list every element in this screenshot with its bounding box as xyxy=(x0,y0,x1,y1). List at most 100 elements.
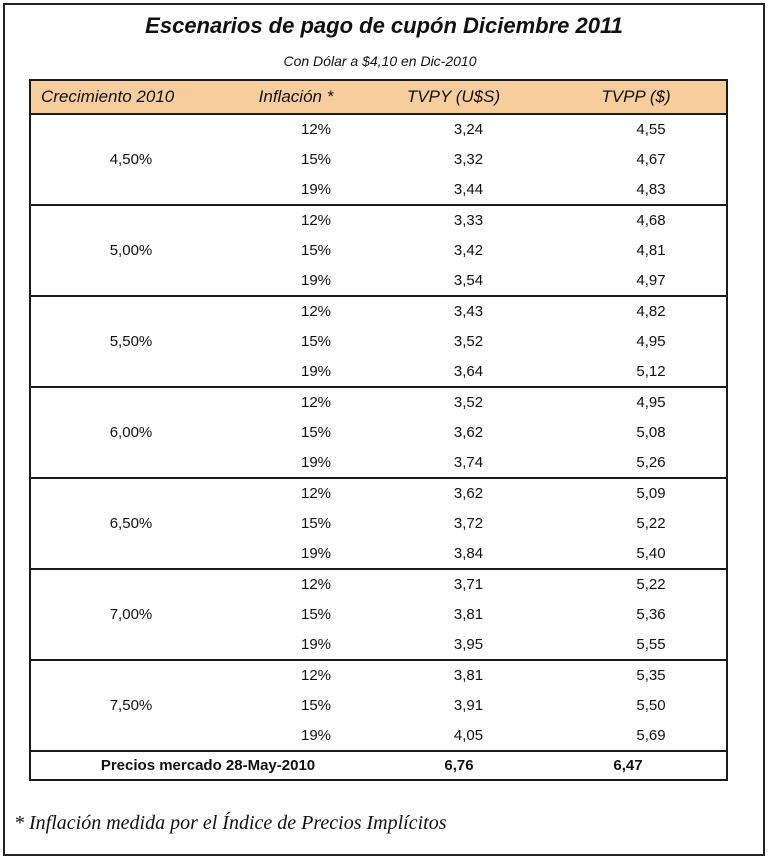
tvpy-cell: 3,91 xyxy=(453,697,484,714)
inflation-cell: 15% xyxy=(300,242,332,259)
growth-cell: 7,50% xyxy=(109,697,153,714)
table-row: 15% 3,81 5,36 xyxy=(231,600,726,630)
tvpy-cell: 4,05 xyxy=(453,726,484,744)
tvpy-cell: 3,81 xyxy=(453,606,484,623)
tvpy-cell: 3,64 xyxy=(453,362,484,380)
inflation-cell: 15% xyxy=(300,151,332,168)
table-row: 12% 3,62 5,09 xyxy=(231,479,726,509)
growth-cell: 6,00% xyxy=(109,424,153,441)
inflation-cell: 15% xyxy=(300,333,332,350)
inflation-cell: 12% xyxy=(300,212,332,230)
group-rows: 12% 3,71 5,22 15% 3,81 5,36 19% 3,95 5,55 xyxy=(231,570,726,659)
table-row: 19% 3,54 4,97 xyxy=(231,265,726,295)
inflation-cell: 15% xyxy=(300,606,332,623)
table-row: 19% 3,44 4,83 xyxy=(231,174,726,204)
table-row: 12% 3,33 4,68 xyxy=(231,206,726,236)
page-title: Escenarios de pago de cupón Diciembre 20… xyxy=(145,13,623,38)
tvpp-cell: 4,68 xyxy=(636,212,666,230)
growth-group: 5,50% 12% 3,43 4,82 15% 3,52 4,95 19% 3,64 5,12 xyxy=(31,297,726,388)
inflation-cell: 19% xyxy=(300,362,332,380)
table-header: Crecimiento 2010 Inflación * TVPY (U$S) … xyxy=(31,81,726,115)
growth-cell: 4,50% xyxy=(109,151,153,168)
growth-group: 6,00% 12% 3,52 4,95 15% 3,62 5,08 19% 3,74 5,26 xyxy=(31,388,726,479)
inflation-cell: 12% xyxy=(300,667,332,685)
tvpy-cell: 3,72 xyxy=(453,515,484,532)
inflation-cell: 19% xyxy=(300,180,332,198)
header-inflation: Inflación * xyxy=(258,87,334,106)
growth-group: 7,00% 12% 3,71 5,22 15% 3,81 5,36 19% 3,95 5,55 xyxy=(31,570,726,661)
table-row: 19% 4,05 5,69 xyxy=(231,720,726,750)
inflation-cell: 19% xyxy=(300,726,332,744)
tvpy-cell: 3,52 xyxy=(453,394,484,412)
header-tvpp: TVPP ($) xyxy=(601,87,671,106)
totals-tvpp: 6,47 xyxy=(613,757,643,774)
table-row: 15% 3,91 5,50 xyxy=(231,691,726,721)
table-row: 19% 3,74 5,26 xyxy=(231,447,726,477)
group-rows: 12% 3,33 4,68 15% 3,42 4,81 19% 3,54 4,97 xyxy=(231,206,726,295)
table-row: 12% 3,24 4,55 xyxy=(231,115,726,145)
tvpy-cell: 3,43 xyxy=(453,303,484,321)
tvpy-cell: 3,62 xyxy=(453,485,484,503)
growth-cell: 5,50% xyxy=(109,333,153,350)
inflation-cell: 19% xyxy=(300,453,332,471)
table-row: 15% 3,72 5,22 xyxy=(231,509,726,539)
tvpy-cell: 3,33 xyxy=(453,212,484,230)
tvpy-cell: 3,54 xyxy=(453,271,484,289)
growth-group: 4,50% 12% 3,24 4,55 15% 3,32 4,67 19% 3,44 4,83 xyxy=(31,115,726,206)
table-row: 15% 3,32 4,67 xyxy=(231,145,726,175)
tvpy-cell: 3,42 xyxy=(453,242,484,259)
table-row: 12% 3,52 4,95 xyxy=(231,388,726,418)
tvpy-cell: 3,52 xyxy=(453,333,484,350)
growth-group: 5,00% 12% 3,33 4,68 15% 3,42 4,81 19% 3,54 4,97 xyxy=(31,206,726,297)
page-frame xyxy=(3,3,765,856)
tvpp-cell: 5,35 xyxy=(636,667,666,685)
totals-row: Precios mercado 28-May-2010 6,76 6,47 xyxy=(31,752,726,781)
inflation-cell: 12% xyxy=(300,485,332,503)
tvpy-cell: 3,71 xyxy=(453,576,484,594)
table-body: 4,50% 12% 3,24 4,55 15% 3,32 4,67 19% 3,44 4,83 5,… xyxy=(31,115,726,752)
tvpp-cell: 5,12 xyxy=(636,362,666,380)
tvpp-cell: 4,97 xyxy=(636,271,666,289)
scenario-table: Crecimiento 2010 Inflación * TVPY (U$S) … xyxy=(29,79,728,781)
tvpy-cell: 3,24 xyxy=(453,121,484,139)
inflation-cell: 19% xyxy=(300,271,332,289)
tvpp-cell: 5,50 xyxy=(636,697,666,714)
table-row: 19% 3,95 5,55 xyxy=(231,629,726,659)
page-subtitle: Con Dólar a $4,10 en Dic-2010 xyxy=(283,53,477,69)
tvpp-cell: 5,36 xyxy=(636,606,666,623)
tvpp-cell: 5,22 xyxy=(636,576,666,594)
growth-cell: 5,00% xyxy=(109,242,153,259)
growth-group: 7,50% 12% 3,81 5,35 15% 3,91 5,50 19% 4,05 5,69 xyxy=(31,661,726,752)
tvpy-cell: 3,84 xyxy=(453,544,484,562)
inflation-cell: 19% xyxy=(300,635,332,653)
table-row: 19% 3,64 5,12 xyxy=(231,356,726,386)
table-row: 12% 3,71 5,22 xyxy=(231,570,726,600)
growth-cell: 6,50% xyxy=(109,515,153,532)
group-rows: 12% 3,24 4,55 15% 3,32 4,67 19% 3,44 4,83 xyxy=(231,115,726,204)
tvpy-cell: 3,74 xyxy=(453,453,484,471)
table-row: 19% 3,84 5,40 xyxy=(231,538,726,568)
inflation-cell: 15% xyxy=(300,424,332,441)
table-row: 12% 3,81 5,35 xyxy=(231,661,726,691)
inflation-cell: 15% xyxy=(300,515,332,532)
footnote: * Inflación medida por el Índice de Prec… xyxy=(14,812,447,834)
totals-label: Precios mercado 28-May-2010 xyxy=(100,757,316,774)
tvpp-cell: 4,67 xyxy=(636,151,666,168)
tvpy-cell: 3,32 xyxy=(453,151,484,168)
inflation-cell: 15% xyxy=(300,697,332,714)
tvpy-cell: 3,95 xyxy=(453,635,484,653)
tvpp-cell: 4,83 xyxy=(636,180,666,198)
tvpp-cell: 5,55 xyxy=(636,635,666,653)
header-growth: Crecimiento 2010 xyxy=(41,87,175,106)
tvpp-cell: 4,55 xyxy=(636,121,666,139)
inflation-cell: 12% xyxy=(300,121,332,139)
group-rows: 12% 3,43 4,82 15% 3,52 4,95 19% 3,64 5,12 xyxy=(231,297,726,386)
header-tvpy: TVPY (U$S) xyxy=(406,87,501,106)
growth-cell: 7,00% xyxy=(109,606,153,623)
tvpp-cell: 5,22 xyxy=(636,515,666,532)
tvpp-cell: 4,95 xyxy=(636,333,666,350)
tvpp-cell: 5,09 xyxy=(636,485,666,503)
group-rows: 12% 3,52 4,95 15% 3,62 5,08 19% 3,74 5,26 xyxy=(231,388,726,477)
inflation-cell: 12% xyxy=(300,576,332,594)
tvpp-cell: 4,82 xyxy=(636,303,666,321)
